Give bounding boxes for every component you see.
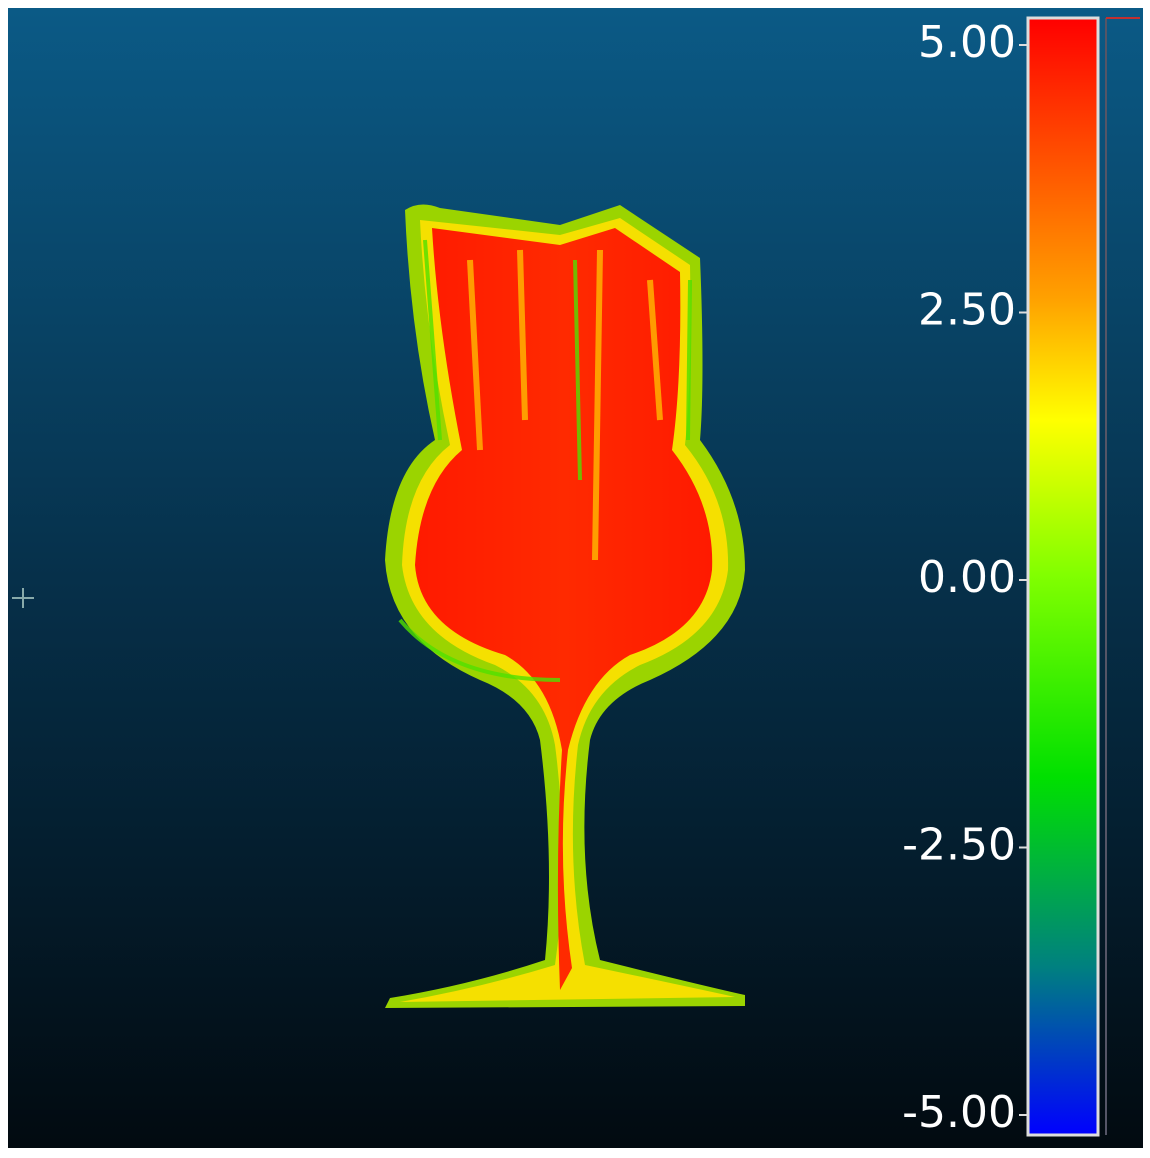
tick-label: -2.50 [902,820,1016,871]
tick-label: -5.00 [902,1087,1016,1138]
point-cloud [385,204,745,1008]
crosshair [12,588,34,608]
tick-label: 2.50 [918,285,1016,336]
color-scale-bar [1026,16,1100,1137]
tick-label: 0.00 [918,552,1016,603]
tick-label: 5.00 [918,17,1016,68]
scale-ticks: 5.00 2.50 0.00 -2.50 -5.00 [902,17,1028,1138]
